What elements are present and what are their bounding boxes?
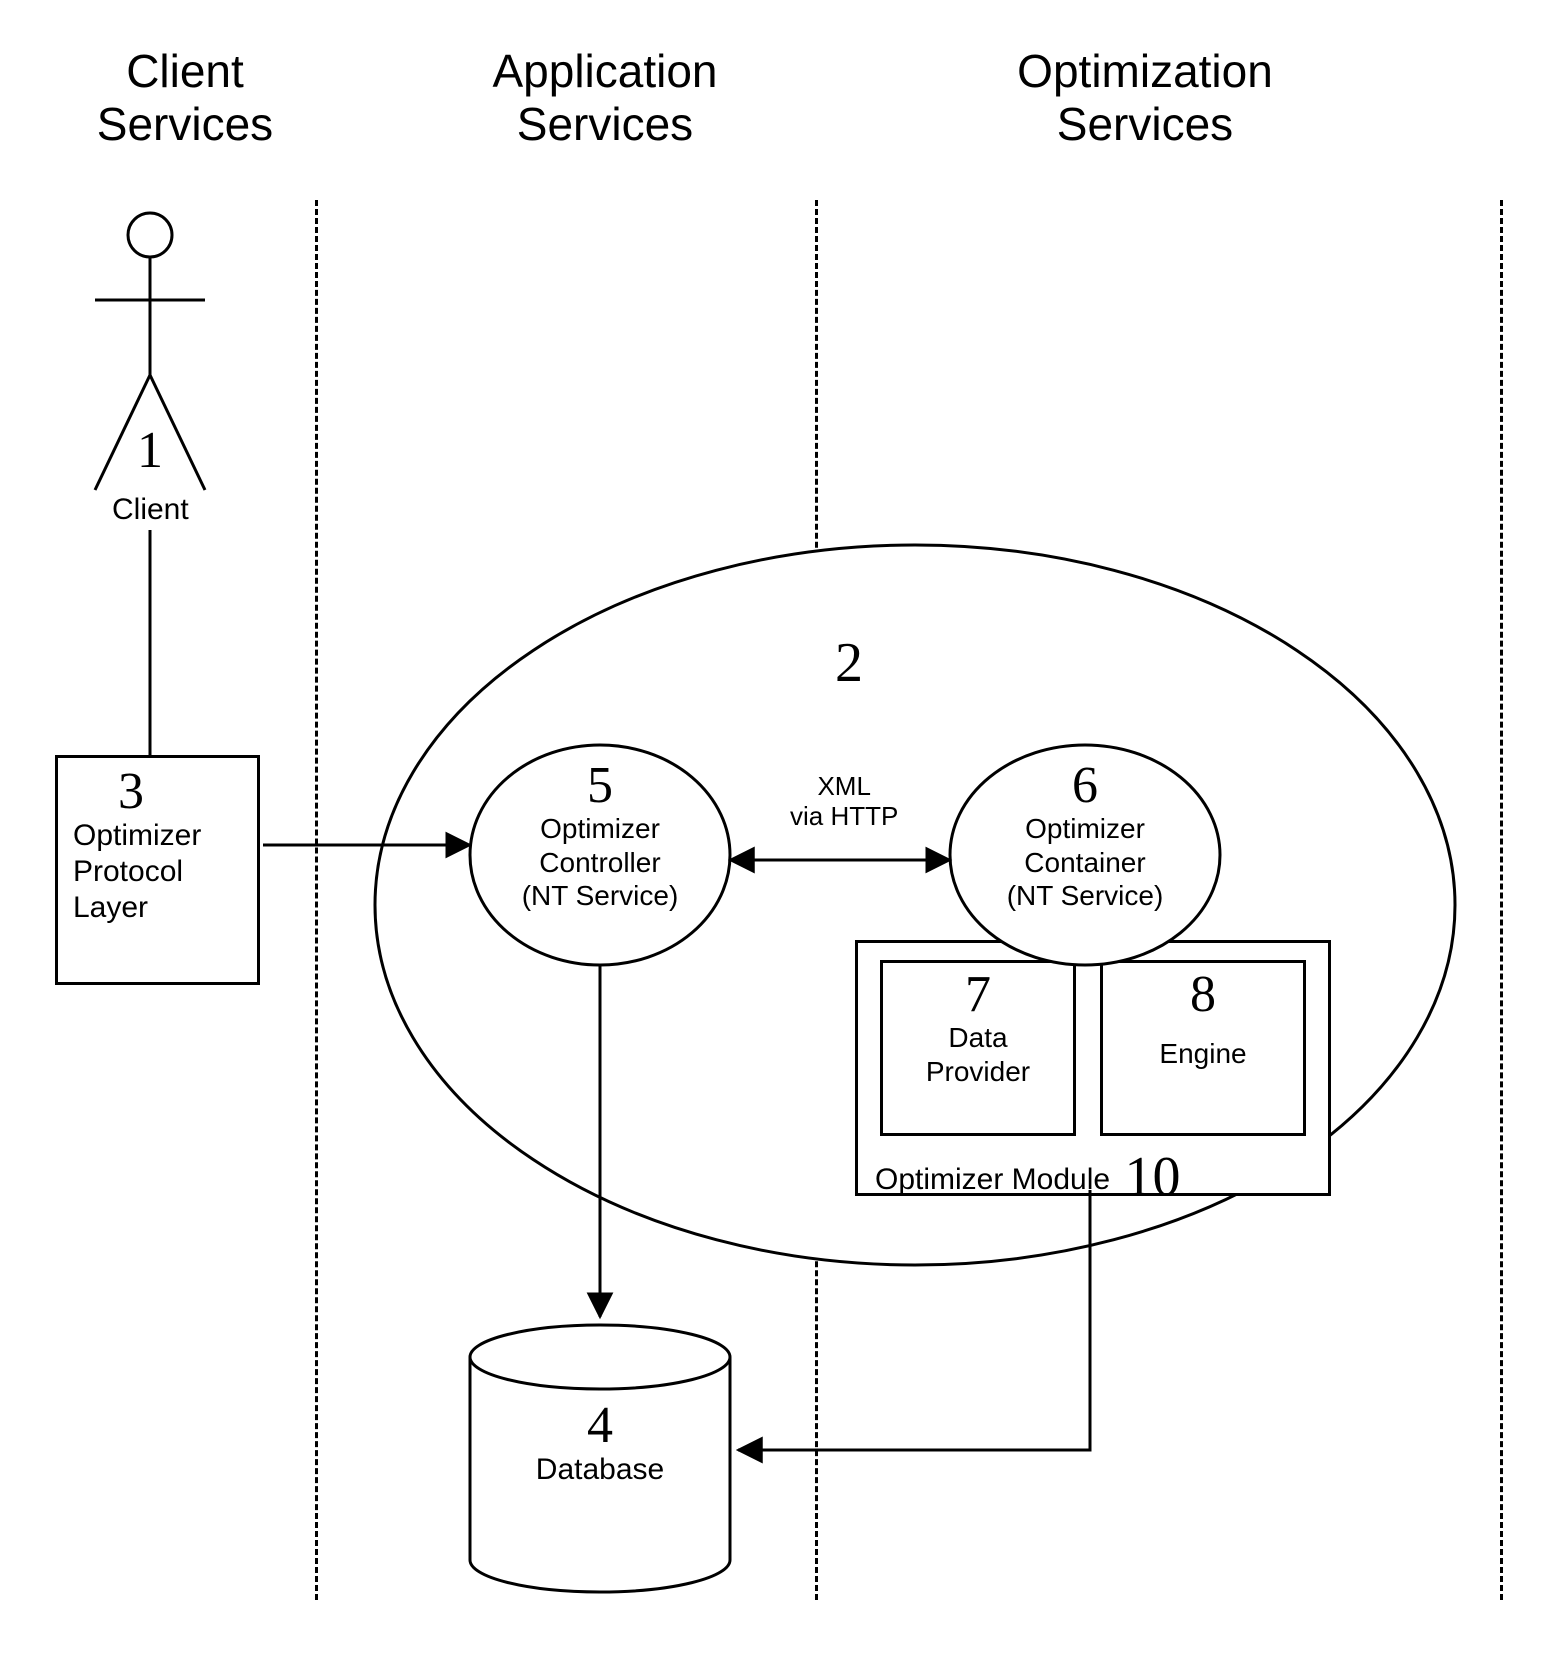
column-divider <box>1500 200 1503 1600</box>
engine-node: 8 Engine <box>1100 960 1306 1136</box>
column-divider <box>815 200 818 1600</box>
node-label: (NT Service) <box>950 879 1220 913</box>
xml-http-label: XML via HTTP <box>790 772 898 832</box>
node-number: 4 <box>470 1400 730 1452</box>
col-title-line: Services <box>517 98 693 150</box>
col-title-line: Optimization <box>1017 45 1273 97</box>
edge-label: via HTTP <box>790 802 898 832</box>
node-label: Optimizer <box>950 812 1220 846</box>
node-label: Optimizer <box>73 818 257 854</box>
edge-module-database <box>738 1190 1090 1450</box>
col-title-line: Services <box>1057 98 1233 150</box>
module-label-row: Optimizer Module 10 <box>875 1143 1181 1199</box>
node-number: 10 <box>1125 1146 1181 1208</box>
node-label: Provider <box>883 1055 1073 1089</box>
node-label: Optimizer Module <box>875 1163 1110 1196</box>
node-number: 7 <box>883 969 1073 1021</box>
database-text: 4 Database <box>470 1400 730 1488</box>
node-number: 5 <box>470 760 730 812</box>
actor-number: 1 <box>137 425 163 477</box>
controller-text: 5 Optimizer Controller (NT Service) <box>470 760 730 913</box>
node-label: Database <box>470 1452 730 1488</box>
node-label: Data <box>883 1021 1073 1055</box>
node-label: Container <box>950 846 1220 880</box>
node-label: (NT Service) <box>470 879 730 913</box>
container-text: 6 Optimizer Container (NT Service) <box>950 760 1220 913</box>
col-title-line: Client <box>126 45 244 97</box>
node-label: Layer <box>73 890 257 926</box>
column-title-application: Application Services <box>425 45 785 151</box>
node-number: 8 <box>1103 969 1303 1021</box>
node-number: 3 <box>73 766 257 818</box>
column-title-optimization: Optimization Services <box>945 45 1345 151</box>
big-ellipse-number: 2 <box>835 635 863 691</box>
node-label: Controller <box>470 846 730 880</box>
col-title-line: Application <box>492 45 717 97</box>
node-label: Protocol <box>73 854 257 890</box>
protocol-layer-node: 3 Optimizer Protocol Layer <box>55 755 260 985</box>
diagram-canvas: Client Services Application Services Opt… <box>0 0 1560 1662</box>
column-title-client: Client Services <box>55 45 315 151</box>
col-title-line: Services <box>97 98 273 150</box>
actor-label: Client <box>112 492 189 528</box>
column-divider <box>315 200 318 1600</box>
node-label: Optimizer <box>470 812 730 846</box>
node-number: 6 <box>950 760 1220 812</box>
data-provider-node: 7 Data Provider <box>880 960 1076 1136</box>
node-label: Engine <box>1103 1037 1303 1071</box>
edge-label: XML <box>790 772 898 802</box>
